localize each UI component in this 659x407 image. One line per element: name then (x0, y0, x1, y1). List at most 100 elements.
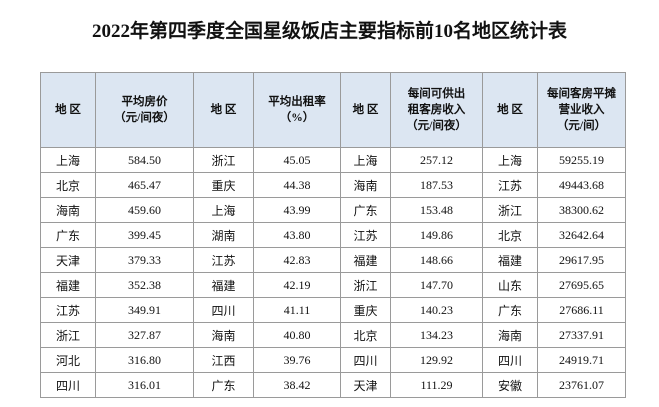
region-cell: 北京 (482, 222, 538, 248)
region-cell: 海南 (482, 322, 538, 348)
value-cell: 459.60 (95, 197, 194, 223)
region-cell: 浙江 (40, 322, 96, 348)
value-cell: 44.38 (253, 172, 341, 198)
region-cell: 重庆 (340, 297, 391, 323)
region-cell: 江苏 (482, 172, 538, 198)
table-row: 福建 352.38 福建 42.19 浙江 147.70 山东 27695.65 (40, 272, 626, 298)
region-cell: 天津 (340, 372, 391, 398)
value-cell: 147.70 (390, 272, 483, 298)
region-cell: 江苏 (40, 297, 96, 323)
region-cell: 上海 (40, 147, 96, 173)
region-cell: 北京 (340, 322, 391, 348)
value-cell: 41.11 (253, 297, 341, 323)
value-cell: 38300.62 (537, 197, 626, 223)
table-row: 江苏 349.91 四川 41.11 重庆 140.23 广东 27686.11 (40, 297, 626, 323)
value-cell: 379.33 (95, 247, 194, 273)
value-cell: 129.92 (390, 347, 483, 373)
value-cell: 43.80 (253, 222, 341, 248)
header-cell: 地 区 (193, 72, 254, 148)
value-cell: 349.91 (95, 297, 194, 323)
region-cell: 浙江 (193, 147, 254, 173)
region-cell: 福建 (340, 247, 391, 273)
region-cell: 福建 (482, 247, 538, 273)
value-cell: 45.05 (253, 147, 341, 173)
value-cell: 316.80 (95, 347, 194, 373)
region-cell: 上海 (340, 147, 391, 173)
region-cell: 北京 (40, 172, 96, 198)
value-cell: 148.66 (390, 247, 483, 273)
region-cell: 广东 (340, 197, 391, 223)
region-cell: 江苏 (193, 247, 254, 273)
value-cell: 111.29 (390, 372, 483, 398)
table-title: 2022年第四季度全国星级饭店主要指标前10名地区统计表 (91, 21, 567, 42)
region-cell: 浙江 (482, 197, 538, 223)
region-cell: 江苏 (340, 222, 391, 248)
value-cell: 39.76 (253, 347, 341, 373)
value-cell: 465.47 (95, 172, 194, 198)
value-cell: 32642.64 (537, 222, 626, 248)
table-row: 海南 459.60 上海 43.99 广东 153.48 浙江 38300.62 (40, 197, 626, 223)
value-cell: 49443.68 (537, 172, 626, 198)
region-cell: 四川 (482, 347, 538, 373)
region-cell: 海南 (193, 322, 254, 348)
table-body: 上海 584.50 浙江 45.05 上海 257.12 上海 59255.19 北京 465.4… (40, 147, 626, 398)
region-cell: 四川 (193, 297, 254, 323)
value-cell: 140.23 (390, 297, 483, 323)
value-cell: 316.01 (95, 372, 194, 398)
value-cell: 27695.65 (537, 272, 626, 298)
table-header: 地 区平均房价 （元/间夜）地 区平均出租率 （%）地 区每间可供出 租客房收入… (40, 72, 626, 148)
value-cell: 153.48 (390, 197, 483, 223)
header-cell: 每间客房平摊 营业收入 （元/间） (537, 72, 626, 148)
header-cell: 每间可供出 租客房收入 （元/间夜） (390, 72, 483, 148)
value-cell: 27337.91 (537, 322, 626, 348)
value-cell: 352.38 (95, 272, 194, 298)
value-cell: 399.45 (95, 222, 194, 248)
value-cell: 584.50 (95, 147, 194, 173)
region-cell: 四川 (40, 372, 96, 398)
value-cell: 29617.95 (537, 247, 626, 273)
value-cell: 59255.19 (537, 147, 626, 173)
value-cell: 187.53 (390, 172, 483, 198)
table-row: 北京 465.47 重庆 44.38 海南 187.53 江苏 49443.68 (40, 172, 626, 198)
region-cell: 广东 (40, 222, 96, 248)
header-cell: 平均房价 （元/间夜） (95, 72, 194, 148)
table-row: 四川 316.01 广东 38.42 天津 111.29 安徽 23761.07 (40, 372, 626, 398)
region-cell: 山东 (482, 272, 538, 298)
region-cell: 广东 (193, 372, 254, 398)
table-row: 河北 316.80 江西 39.76 四川 129.92 四川 24919.71 (40, 347, 626, 373)
value-cell: 23761.07 (537, 372, 626, 398)
region-cell: 海南 (340, 172, 391, 198)
region-cell: 天津 (40, 247, 96, 273)
value-cell: 149.86 (390, 222, 483, 248)
value-cell: 24919.71 (537, 347, 626, 373)
region-cell: 四川 (340, 347, 391, 373)
header-cell: 平均出租率 （%） (253, 72, 341, 148)
table-row: 上海 584.50 浙江 45.05 上海 257.12 上海 59255.19 (40, 147, 626, 173)
header-cell: 地 区 (482, 72, 538, 148)
table-row: 广东 399.45 湖南 43.80 江苏 149.86 北京 32642.64 (40, 222, 626, 248)
table-row: 浙江 327.87 海南 40.80 北京 134.23 海南 27337.91 (40, 322, 626, 348)
value-cell: 27686.11 (537, 297, 626, 323)
value-cell: 38.42 (253, 372, 341, 398)
region-cell: 浙江 (340, 272, 391, 298)
region-cell: 海南 (40, 197, 96, 223)
region-cell: 江西 (193, 347, 254, 373)
value-cell: 327.87 (95, 322, 194, 348)
header-row: 地 区平均房价 （元/间夜）地 区平均出租率 （%）地 区每间可供出 租客房收入… (40, 72, 626, 148)
region-cell: 福建 (193, 272, 254, 298)
region-cell: 福建 (40, 272, 96, 298)
value-cell: 42.83 (253, 247, 341, 273)
value-cell: 43.99 (253, 197, 341, 223)
region-cell: 重庆 (193, 172, 254, 198)
region-cell: 广东 (482, 297, 538, 323)
value-cell: 134.23 (390, 322, 483, 348)
value-cell: 257.12 (390, 147, 483, 173)
region-cell: 安徽 (482, 372, 538, 398)
header-cell: 地 区 (340, 72, 391, 148)
region-cell: 河北 (40, 347, 96, 373)
value-cell: 42.19 (253, 272, 341, 298)
region-cell: 上海 (193, 197, 254, 223)
header-cell: 地 区 (40, 72, 96, 148)
data-table: 地 区平均房价 （元/间夜）地 区平均出租率 （%）地 区每间可供出 租客房收入… (40, 72, 626, 398)
